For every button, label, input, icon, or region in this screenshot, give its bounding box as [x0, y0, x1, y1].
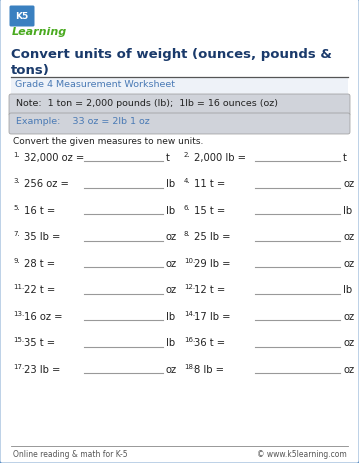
Text: lb: lb	[166, 338, 175, 348]
Text: 35 lb =: 35 lb =	[24, 232, 60, 242]
Text: 16 oz =: 16 oz =	[24, 311, 62, 321]
Text: oz: oz	[343, 311, 354, 321]
Text: oz: oz	[343, 338, 354, 348]
Text: 8 lb =: 8 lb =	[194, 364, 224, 374]
Text: 256 oz =: 256 oz =	[24, 179, 69, 189]
Text: 29 lb =: 29 lb =	[194, 258, 230, 269]
Text: 35 t =: 35 t =	[24, 338, 55, 348]
Text: Note:  1 ton = 2,000 pounds (lb);  1lb = 16 ounces (oz): Note: 1 ton = 2,000 pounds (lb); 1lb = 1…	[16, 99, 278, 108]
Text: 14.: 14.	[184, 310, 195, 316]
Text: t: t	[166, 153, 170, 163]
Text: oz: oz	[343, 364, 354, 374]
Text: 11 t =: 11 t =	[194, 179, 225, 189]
Text: oz: oz	[343, 258, 354, 269]
Text: lb: lb	[166, 206, 175, 216]
Text: t: t	[343, 153, 347, 163]
Text: 32,000 oz =: 32,000 oz =	[24, 153, 84, 163]
Text: 10.: 10.	[184, 257, 195, 263]
Text: 9.: 9.	[13, 257, 20, 263]
Text: Online reading & math for K-5: Online reading & math for K-5	[13, 449, 128, 458]
Text: 36 t =: 36 t =	[194, 338, 225, 348]
Text: 1.: 1.	[13, 152, 20, 158]
FancyBboxPatch shape	[9, 6, 34, 27]
Text: 13.: 13.	[13, 310, 24, 316]
Text: 4.: 4.	[184, 178, 191, 184]
Text: 7.: 7.	[13, 231, 20, 237]
Text: Grade 4 Measurement Worksheet: Grade 4 Measurement Worksheet	[15, 80, 175, 89]
Text: 17.: 17.	[13, 363, 24, 369]
Text: Convert units of weight (ounces, pounds &
tons): Convert units of weight (ounces, pounds …	[11, 48, 332, 77]
Text: 15.: 15.	[13, 337, 24, 343]
Text: Convert the given measures to new units.: Convert the given measures to new units.	[13, 137, 204, 146]
Text: 18.: 18.	[184, 363, 195, 369]
Text: 23 lb =: 23 lb =	[24, 364, 60, 374]
Text: 28 t =: 28 t =	[24, 258, 55, 269]
Text: 2.: 2.	[184, 152, 191, 158]
Text: 16 t =: 16 t =	[24, 206, 55, 216]
Bar	[11, 79, 348, 96]
FancyBboxPatch shape	[9, 114, 350, 135]
Text: 12.: 12.	[184, 284, 195, 290]
Text: lb: lb	[343, 285, 352, 295]
Text: 22 t =: 22 t =	[24, 285, 55, 295]
Text: © www.k5learning.com: © www.k5learning.com	[257, 449, 347, 458]
Text: K5: K5	[15, 12, 29, 21]
Text: 3.: 3.	[13, 178, 20, 184]
Text: oz: oz	[166, 258, 177, 269]
Text: lb: lb	[166, 311, 175, 321]
Text: 25 lb =: 25 lb =	[194, 232, 230, 242]
Text: 15 t =: 15 t =	[194, 206, 225, 216]
FancyBboxPatch shape	[9, 95, 350, 117]
Text: 17 lb =: 17 lb =	[194, 311, 230, 321]
Text: 5.: 5.	[13, 205, 20, 211]
Text: 16.: 16.	[184, 337, 195, 343]
Text: 8.: 8.	[184, 231, 191, 237]
Text: 11.: 11.	[13, 284, 24, 290]
Text: 12 t =: 12 t =	[194, 285, 225, 295]
Text: oz: oz	[343, 179, 354, 189]
Text: lb: lb	[166, 179, 175, 189]
Text: oz: oz	[166, 232, 177, 242]
Text: Example:    33 oz = 2lb 1 oz: Example: 33 oz = 2lb 1 oz	[16, 117, 150, 126]
Text: Learning: Learning	[12, 27, 67, 37]
Text: 2,000 lb =: 2,000 lb =	[194, 153, 246, 163]
Text: 6.: 6.	[184, 205, 191, 211]
Text: oz: oz	[343, 232, 354, 242]
Text: lb: lb	[343, 206, 352, 216]
Text: oz: oz	[166, 285, 177, 295]
Text: oz: oz	[166, 364, 177, 374]
